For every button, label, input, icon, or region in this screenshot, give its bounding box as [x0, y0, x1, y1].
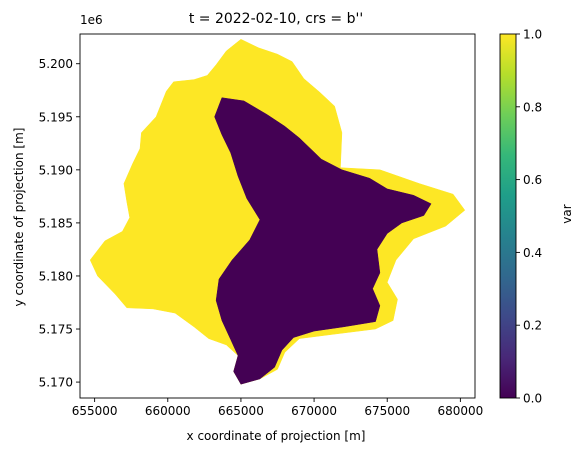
colorbar-tick-label: 0.6: [523, 173, 542, 187]
y-axis-label: y coordinate of projection [m]: [12, 128, 26, 307]
y-tick-label: 5.170: [39, 376, 73, 390]
raster-regions: [89, 39, 466, 385]
y-tick-label: 5.195: [39, 110, 73, 124]
colorbar-tick-label: 0.0: [523, 392, 542, 406]
x-tick-label: 655000: [72, 404, 118, 418]
axes-frame: [79, 33, 476, 399]
colorbar-bar: [499, 33, 517, 399]
y-axis-ticks: 5.170 5.175 5.180 5.185 5.190 5.195 5.200: [39, 57, 80, 390]
y-tick-label: 5.200: [39, 57, 73, 71]
y-tick-label: 5.190: [39, 163, 73, 177]
y-offset-label: 1e6: [80, 13, 103, 27]
y-tick-label: 5.180: [39, 269, 73, 283]
colorbar-tick-label: 0.4: [523, 246, 542, 260]
x-tick-label: 665000: [218, 404, 264, 418]
y-tick-label: 5.185: [39, 216, 73, 230]
y-tick-label: 5.175: [39, 323, 73, 337]
raster-region-value-0: [214, 97, 432, 385]
colorbar: 0.0 0.2 0.4 0.6 0.8 1.0 var: [499, 28, 574, 406]
colorbar-label: var: [560, 204, 574, 223]
colorbar-tick-label: 0.2: [523, 319, 542, 333]
plot-area: [79, 33, 476, 399]
colorbar-ticks: 0.0 0.2 0.4 0.6 0.8 1.0: [516, 28, 542, 406]
x-tick-label: 675000: [364, 404, 410, 418]
colorbar-tick-label: 1.0: [523, 28, 542, 42]
x-tick-label: 670000: [291, 404, 337, 418]
colorbar-tick-label: 0.8: [523, 100, 542, 114]
x-tick-label: 660000: [145, 404, 191, 418]
x-axis-ticks: 655000 660000 665000 670000 675000 680000: [72, 398, 483, 418]
x-tick-label: 680000: [437, 404, 483, 418]
x-axis-label: x coordinate of projection [m]: [187, 429, 366, 443]
chart-title: t = 2022-02-10, crs = b'': [189, 11, 363, 27]
